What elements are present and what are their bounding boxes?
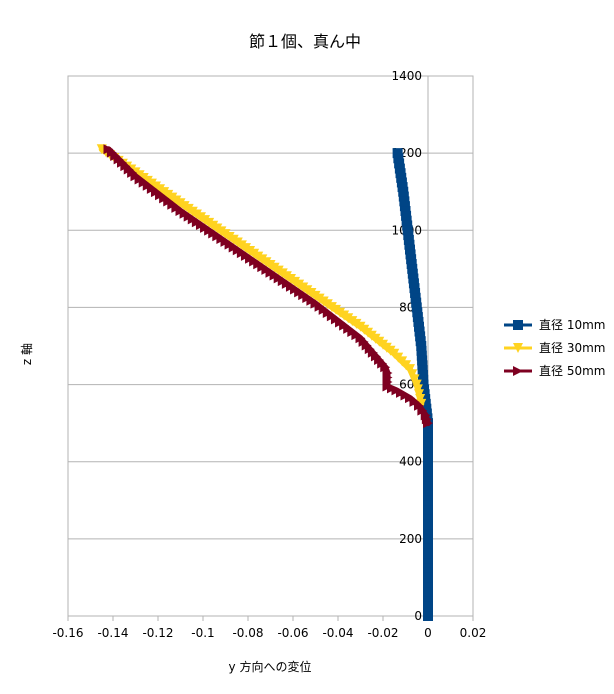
x-tick-label: -0.12 bbox=[142, 626, 173, 640]
data-point bbox=[382, 368, 393, 378]
data-point bbox=[417, 405, 428, 416]
legend-item: 直径 30mm bbox=[504, 341, 605, 355]
data-point bbox=[420, 410, 431, 421]
x-tick-label: -0.02 bbox=[367, 626, 398, 640]
series-triangle-right bbox=[103, 144, 433, 429]
data-point bbox=[414, 389, 424, 400]
x-axis-ticks: -0.16 -0.14 -0.12 -0.1 -0.08 -0.06 -0.04 -0.02 0… bbox=[52, 616, 486, 640]
data-point bbox=[103, 144, 114, 155]
chart-title: 節１個、真ん中 bbox=[249, 32, 361, 51]
y-tick-label: 200 bbox=[399, 532, 422, 546]
legend-label: 直径 10mm bbox=[539, 318, 605, 332]
series-square bbox=[392, 148, 433, 621]
series-layer bbox=[96, 144, 433, 621]
data-point bbox=[394, 158, 405, 169]
x-tick-label: -0.16 bbox=[52, 626, 83, 640]
y-tick-label: 0 bbox=[414, 609, 422, 623]
x-tick-label: -0.1 bbox=[191, 626, 214, 640]
legend-marker bbox=[513, 366, 523, 376]
data-point bbox=[392, 148, 403, 159]
data-point bbox=[394, 163, 405, 174]
data-point bbox=[393, 153, 404, 164]
legend-marker bbox=[513, 343, 523, 353]
x-tick-label: 0.02 bbox=[460, 626, 487, 640]
legend-item: 直径 50mm bbox=[504, 364, 605, 378]
y-tick-label: 1400 bbox=[391, 69, 422, 83]
data-point bbox=[415, 394, 426, 405]
x-axis-label: y 方向への変位 bbox=[229, 659, 312, 674]
data-point bbox=[412, 384, 423, 395]
legend-item: 直径 10mm bbox=[504, 318, 605, 332]
series-triangle-down bbox=[96, 144, 427, 409]
x-tick-label: 0 bbox=[424, 626, 432, 640]
legend-marker bbox=[513, 320, 523, 330]
y-axis-label: z 軸 bbox=[20, 343, 34, 365]
legend-label: 直径 30mm bbox=[539, 341, 605, 355]
x-tick-label: -0.04 bbox=[322, 626, 353, 640]
x-tick-label: -0.08 bbox=[232, 626, 263, 640]
legend: 直径 10mm 直径 30mm 直径 50mm bbox=[504, 318, 605, 378]
y-tick-label: 400 bbox=[399, 455, 422, 469]
legend-label: 直径 50mm bbox=[539, 364, 605, 378]
x-tick-label: -0.14 bbox=[97, 626, 128, 640]
x-tick-label: -0.06 bbox=[277, 626, 308, 640]
